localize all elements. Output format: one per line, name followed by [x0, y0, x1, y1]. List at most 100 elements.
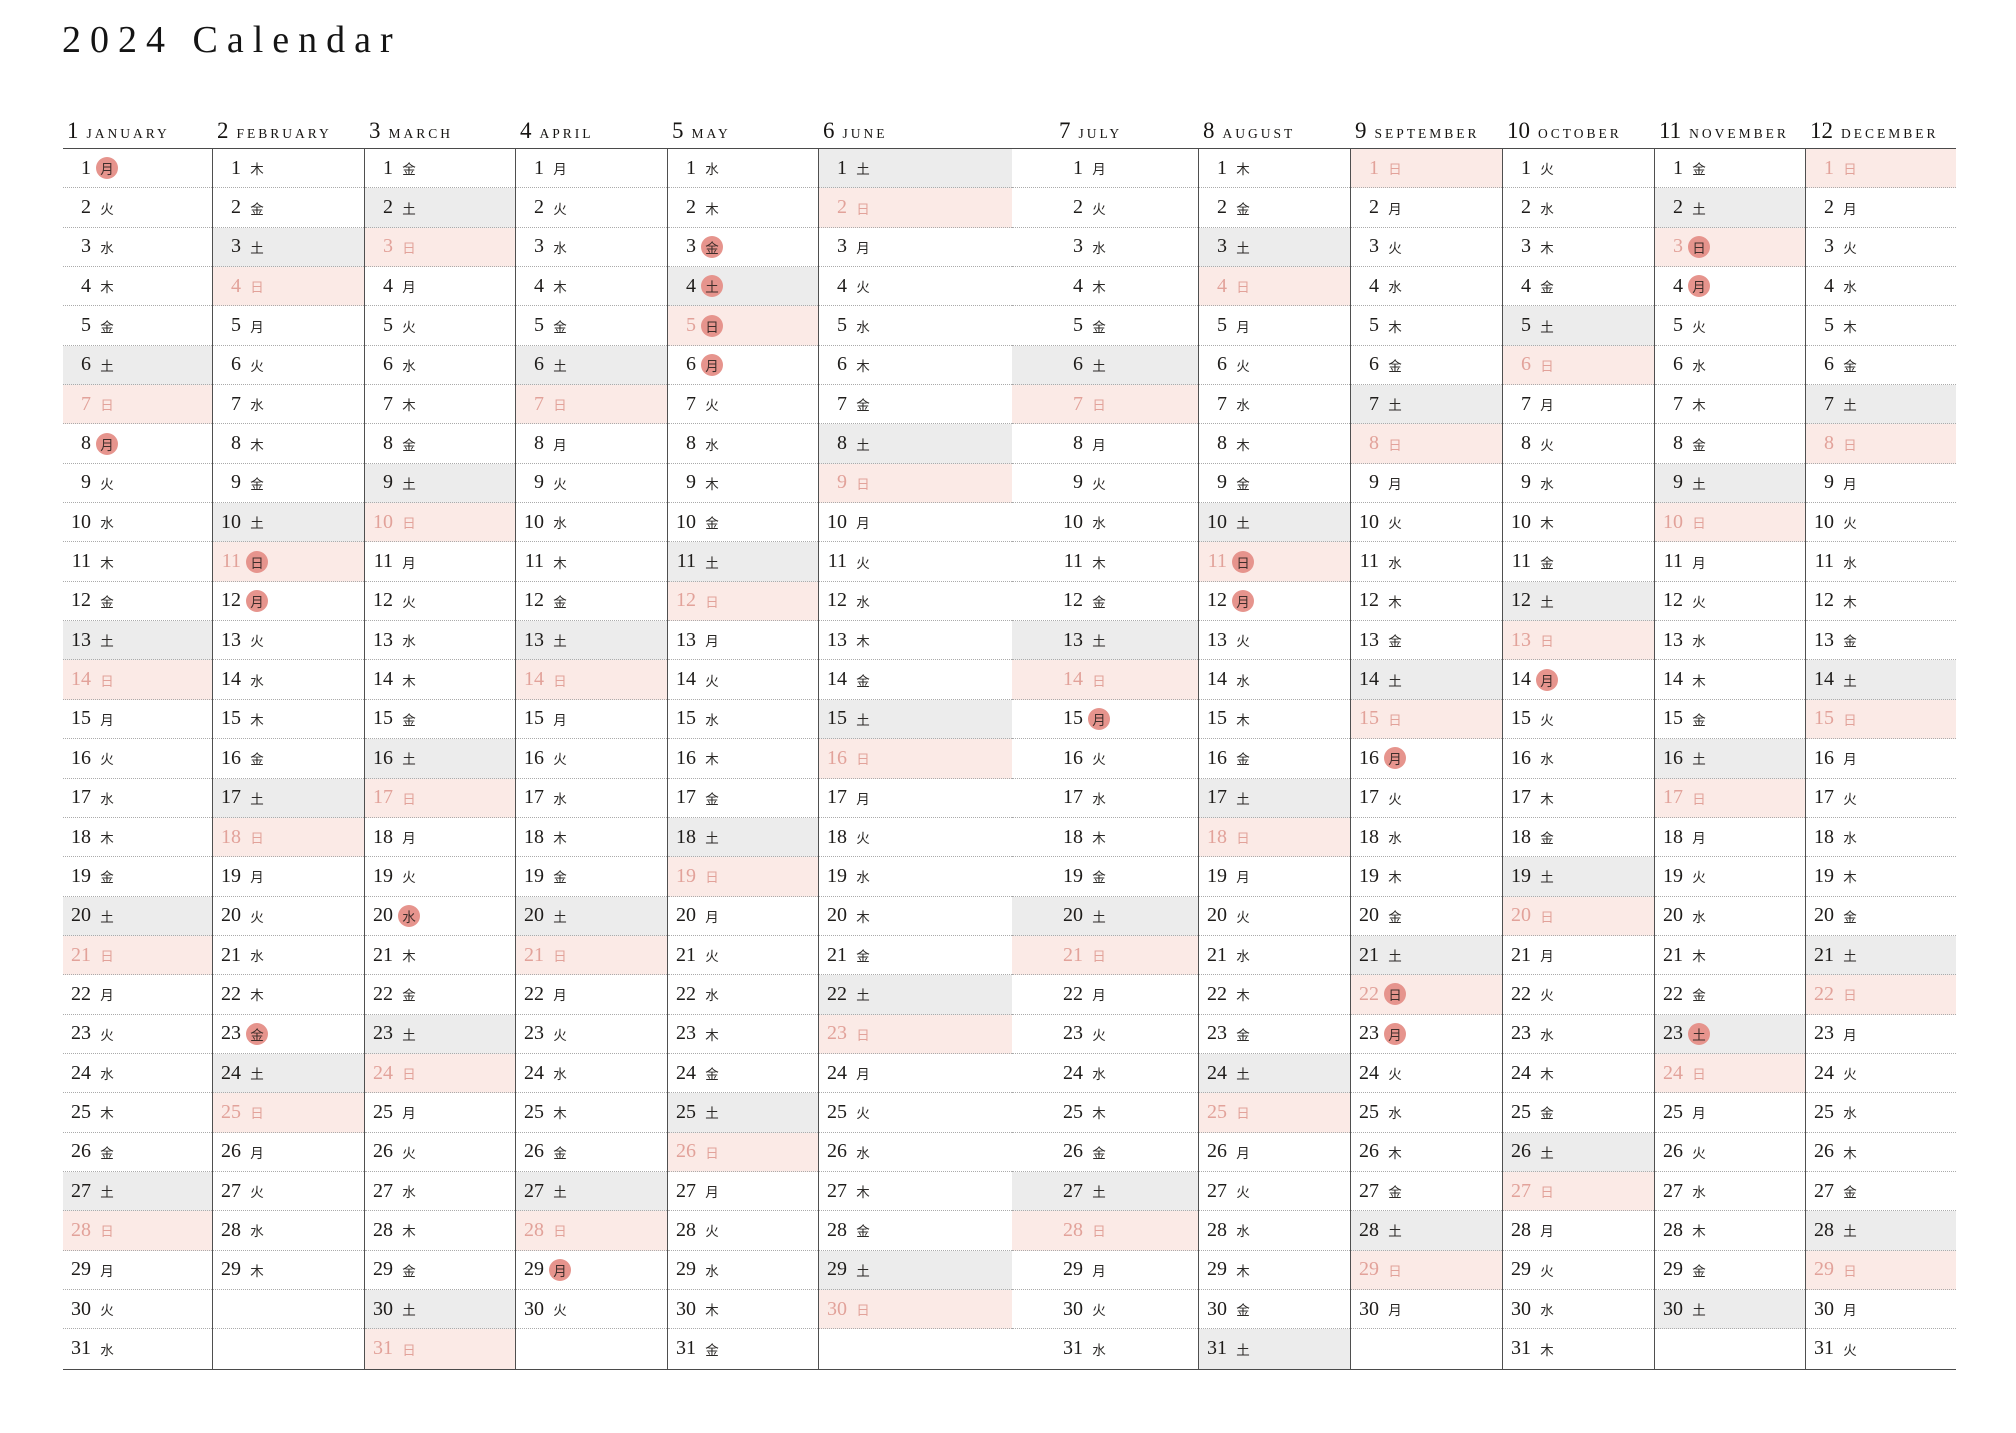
day-row: 12 金 [516, 582, 667, 622]
day-number: 26 [373, 1140, 393, 1163]
day-number: 20 [676, 904, 696, 927]
weekday-label: 日 [1843, 712, 1857, 728]
weekday-label: 金 [553, 870, 567, 886]
day-row: 10 金 [668, 503, 818, 543]
day-number: 23 [71, 1022, 91, 1045]
day-number: 7 [534, 392, 544, 415]
weekday-label: 水 [705, 988, 719, 1004]
day-number: 14 [1663, 668, 1683, 691]
weekday-label: 金 [705, 1342, 719, 1358]
day-row: 30 土 [1655, 1289, 1805, 1330]
weekday-label: 金 [705, 516, 719, 532]
weekday-label: 水 [250, 673, 264, 689]
month-name: MAY [691, 126, 731, 142]
day-number: 16 [676, 746, 696, 769]
day-number: 24 [71, 1061, 91, 1084]
month-column: 12 DECEMBER 1 日 2 月 3 火 4 水 5 木 6 金 7 土 8 日 9 月 10 火 11 水 12 木 13 金… [1806, 108, 1956, 1370]
day-row: 10 水 [516, 503, 667, 543]
day-number: 4 [1073, 274, 1083, 297]
day-number: 5 [837, 314, 847, 337]
month-column: 11 NOVEMBER 1 金 2 土 3 日 4 月 5 火 6 水 7 木 8 金 9 土 10 日 11 月 12 火 13 水… [1655, 108, 1806, 1370]
day-number: 31 [1814, 1337, 1834, 1360]
weekday-label: 月 [402, 280, 416, 296]
weekday-label: 木 [1843, 870, 1857, 886]
day-number: 5 [686, 314, 696, 337]
day-number: 4 [231, 274, 241, 297]
day-row: 25 月 [1655, 1093, 1805, 1133]
weekday-label: 水 [1236, 1224, 1250, 1240]
day-number: 18 [221, 825, 241, 848]
day-row: 15 月 [1012, 700, 1198, 740]
weekday-label: 月 [1843, 1303, 1857, 1319]
month-name: AUGUST [1222, 126, 1296, 142]
weekday-label: 木 [1843, 1145, 1857, 1161]
day-row: 10 日 [1655, 503, 1805, 543]
holiday-circle: 日 [701, 314, 723, 337]
day-row: 30 月 [1351, 1290, 1502, 1330]
day-row: 19 金 [63, 857, 212, 897]
weekday-label: 月 [100, 1263, 114, 1279]
month-days: 1 木 2 金 3 土 4 日 5 月 6 火 7 水 8 木 9 金 10 土 11 日 12 月 13 火 14 水 15 木 16 金 1… [1199, 148, 1351, 1370]
weekday-label: 火 [856, 555, 870, 571]
weekday-label: 火 [1692, 1145, 1706, 1161]
day-number: 16 [221, 746, 241, 769]
day-number: 20 [373, 904, 393, 927]
day-row: 24 水 [516, 1054, 667, 1094]
day-row: 27 土 [63, 1171, 212, 1212]
day-number: 30 [676, 1297, 696, 1320]
day-row: 21 木 [365, 936, 515, 976]
weekday-label: 火 [1540, 162, 1554, 178]
day-row: 24 火 [1806, 1054, 1956, 1094]
weekday-label: 日 [1236, 280, 1250, 296]
day-number: 22 [676, 982, 696, 1005]
weekday-label: 火 [402, 594, 416, 610]
day-number: 5 [1217, 314, 1227, 337]
day-row: 26 日 [668, 1132, 818, 1172]
day-number: 24 [676, 1061, 696, 1084]
day-row: 26 火 [365, 1133, 515, 1172]
day-row: 26 金 [63, 1133, 212, 1172]
day-row: 16 火 [1012, 739, 1198, 779]
weekday-label: 月 [1092, 988, 1106, 1004]
day-number: 19 [1814, 864, 1834, 887]
day-row: 13 火 [213, 621, 364, 661]
day-number: 25 [827, 1100, 847, 1123]
day-row: 11 月 [1655, 542, 1805, 582]
day-row: 28 日 [1012, 1211, 1198, 1251]
day-number: 30 [1207, 1297, 1227, 1320]
weekday-label: 水 [100, 1342, 114, 1358]
day-row: 13 水 [365, 621, 515, 661]
day-row: 18 水 [1806, 818, 1956, 858]
weekday-label: 日 [1092, 673, 1106, 689]
day-number: 30 [1814, 1297, 1834, 1320]
weekday-label: 日 [250, 280, 264, 296]
holiday-circle: 土 [1688, 1022, 1710, 1045]
weekday-label: 月 [1092, 1263, 1106, 1279]
day-number: 7 [837, 392, 847, 415]
day-row: 11 火 [819, 542, 1012, 582]
day-row: 22 木 [213, 975, 364, 1015]
month-name: JULY [1078, 126, 1123, 142]
day-number: 12 [1207, 589, 1227, 612]
day-number: 3 [837, 235, 847, 258]
day-row: 29 木 [213, 1251, 364, 1290]
weekday-label: 水 [1388, 1106, 1402, 1122]
weekday-label: 月 [856, 240, 870, 256]
weekday-label: 木 [705, 1303, 719, 1319]
day-number: 5 [1673, 314, 1683, 337]
day-number: 18 [71, 825, 91, 848]
day-row: 11 水 [1806, 542, 1956, 582]
month-number: 6 [823, 118, 835, 143]
weekday-label: 水 [250, 1224, 264, 1240]
weekday-label: 火 [705, 673, 719, 689]
day-row: 27 土 [516, 1171, 667, 1212]
day-number: 13 [71, 628, 91, 651]
